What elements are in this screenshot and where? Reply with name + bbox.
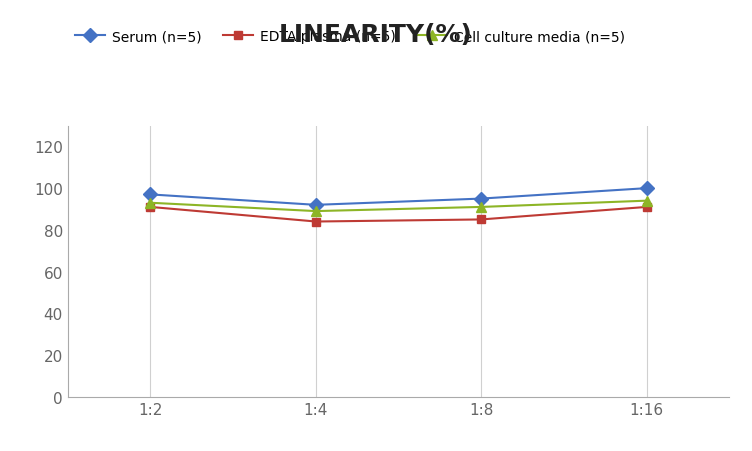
Line: EDTA plasma (n=5): EDTA plasma (n=5) [146, 203, 651, 226]
EDTA plasma (n=5) [311, 219, 320, 225]
Cell culture media (n=5) [146, 201, 155, 206]
Serum (n=5) [146, 192, 155, 198]
EDTA plasma (n=5) [477, 217, 486, 223]
Serum (n=5) [311, 202, 320, 208]
EDTA plasma (n=5) [146, 205, 155, 210]
EDTA plasma (n=5) [642, 205, 651, 210]
Cell culture media (n=5) [642, 198, 651, 204]
Text: LINEARITY(%): LINEARITY(%) [279, 23, 473, 46]
Serum (n=5) [642, 186, 651, 191]
Line: Cell culture media (n=5): Cell culture media (n=5) [146, 196, 651, 216]
Serum (n=5) [477, 197, 486, 202]
Legend: Serum (n=5), EDTA plasma (n=5), Cell culture media (n=5): Serum (n=5), EDTA plasma (n=5), Cell cul… [74, 30, 625, 44]
Cell culture media (n=5) [477, 205, 486, 210]
Line: Serum (n=5): Serum (n=5) [146, 184, 651, 210]
Cell culture media (n=5) [311, 209, 320, 214]
